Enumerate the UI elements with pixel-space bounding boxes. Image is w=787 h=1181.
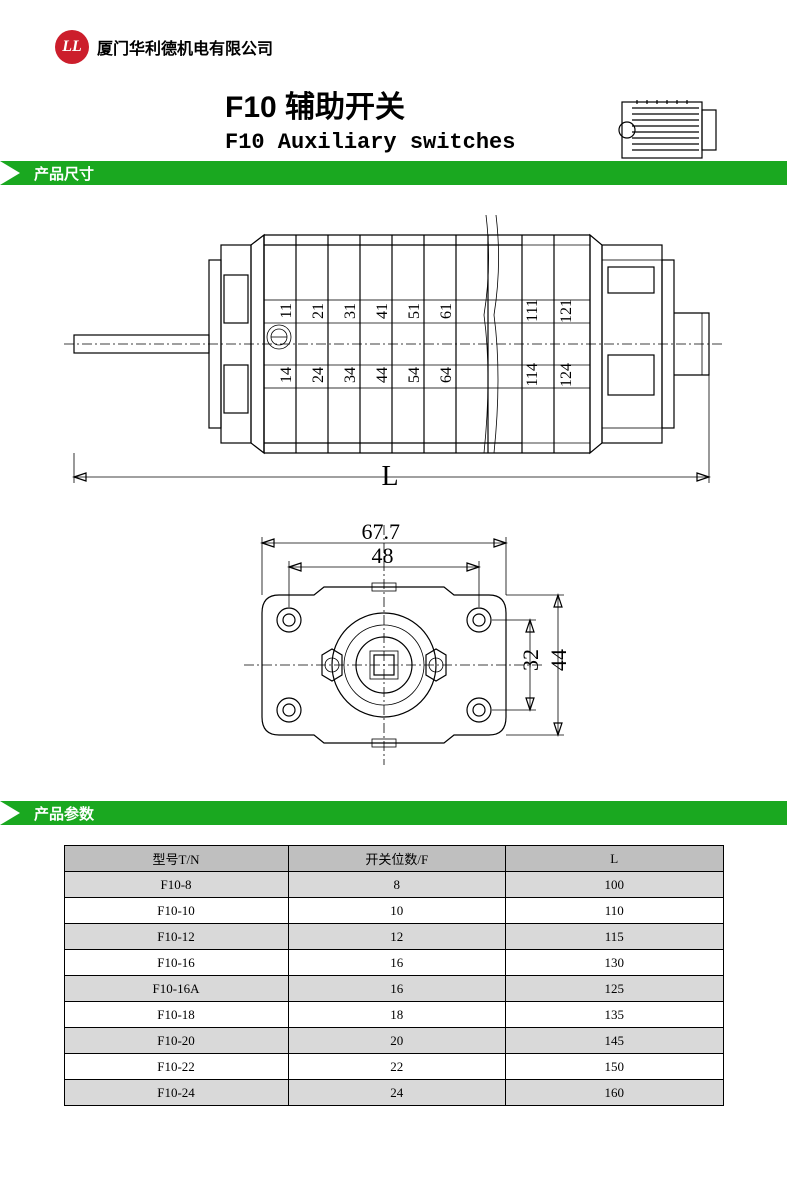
table-row: F10-1818135 xyxy=(64,1002,723,1028)
cell-positions: 12 xyxy=(288,924,505,950)
cell-positions: 18 xyxy=(288,1002,505,1028)
cell-positions: 8 xyxy=(288,872,505,898)
col-positions: 开关位数/F xyxy=(288,846,505,872)
cell-model: F10-16 xyxy=(64,950,288,976)
cell-L: 150 xyxy=(506,1054,723,1080)
diagram-area: 11 21 31 41 51 61 111 121 14 24 34 44 54… xyxy=(0,185,787,795)
header: LL 厦门华利德机电有限公司 xyxy=(0,0,787,64)
cell-L: 100 xyxy=(506,872,723,898)
table-header-row: 型号T/N 开关位数/F L xyxy=(64,846,723,872)
cell-L: 160 xyxy=(506,1080,723,1106)
company-name: 厦门华利德机电有限公司 xyxy=(97,35,273,59)
table-row: F10-2424160 xyxy=(64,1080,723,1106)
table-row: F10-2020145 xyxy=(64,1028,723,1054)
table-row: F10-16A16125 xyxy=(64,976,723,1002)
dim-67-7: 67.7 xyxy=(362,519,401,545)
cell-positions: 10 xyxy=(288,898,505,924)
dim-44: 44 xyxy=(546,649,572,671)
side-view-diagram: 11 21 31 41 51 61 111 121 14 24 34 44 54… xyxy=(64,205,724,495)
front-view-diagram: 67.7 48 32 44 xyxy=(184,495,604,785)
cell-model: F10-22 xyxy=(64,1054,288,1080)
cell-model: F10-12 xyxy=(64,924,288,950)
cell-L: 115 xyxy=(506,924,723,950)
section-dimensions: 产品尺寸 xyxy=(0,161,787,185)
product-photo xyxy=(607,90,727,170)
cell-L: 130 xyxy=(506,950,723,976)
cell-positions: 16 xyxy=(288,976,505,1002)
section-parameters-label: 产品参数 xyxy=(34,803,94,824)
section-dimensions-label: 产品尺寸 xyxy=(34,163,94,184)
table-row: F10-88100 xyxy=(64,872,723,898)
dim-48: 48 xyxy=(372,543,394,569)
cell-model: F10-24 xyxy=(64,1080,288,1106)
table-row: F10-1616130 xyxy=(64,950,723,976)
cell-L: 125 xyxy=(506,976,723,1002)
cell-L: 145 xyxy=(506,1028,723,1054)
cell-L: 135 xyxy=(506,1002,723,1028)
cell-model: F10-16A xyxy=(64,976,288,1002)
cell-L: 110 xyxy=(506,898,723,924)
cell-model: F10-18 xyxy=(64,1002,288,1028)
parameters-table: 型号T/N 开关位数/F L F10-88100F10-1010110F10-1… xyxy=(64,845,724,1106)
col-model: 型号T/N xyxy=(64,846,288,872)
cell-model: F10-10 xyxy=(64,898,288,924)
cell-positions: 22 xyxy=(288,1054,505,1080)
col-L: L xyxy=(506,846,723,872)
length-label: L xyxy=(382,461,399,493)
cell-model: F10-20 xyxy=(64,1028,288,1054)
cell-model: F10-8 xyxy=(64,872,288,898)
dim-32: 32 xyxy=(518,649,544,671)
cell-positions: 20 xyxy=(288,1028,505,1054)
logo-icon: LL xyxy=(55,30,89,64)
cell-positions: 16 xyxy=(288,950,505,976)
table-row: F10-1010110 xyxy=(64,898,723,924)
table-row: F10-2222150 xyxy=(64,1054,723,1080)
section-parameters: 产品参数 xyxy=(0,801,787,825)
cell-positions: 24 xyxy=(288,1080,505,1106)
table-row: F10-1212115 xyxy=(64,924,723,950)
